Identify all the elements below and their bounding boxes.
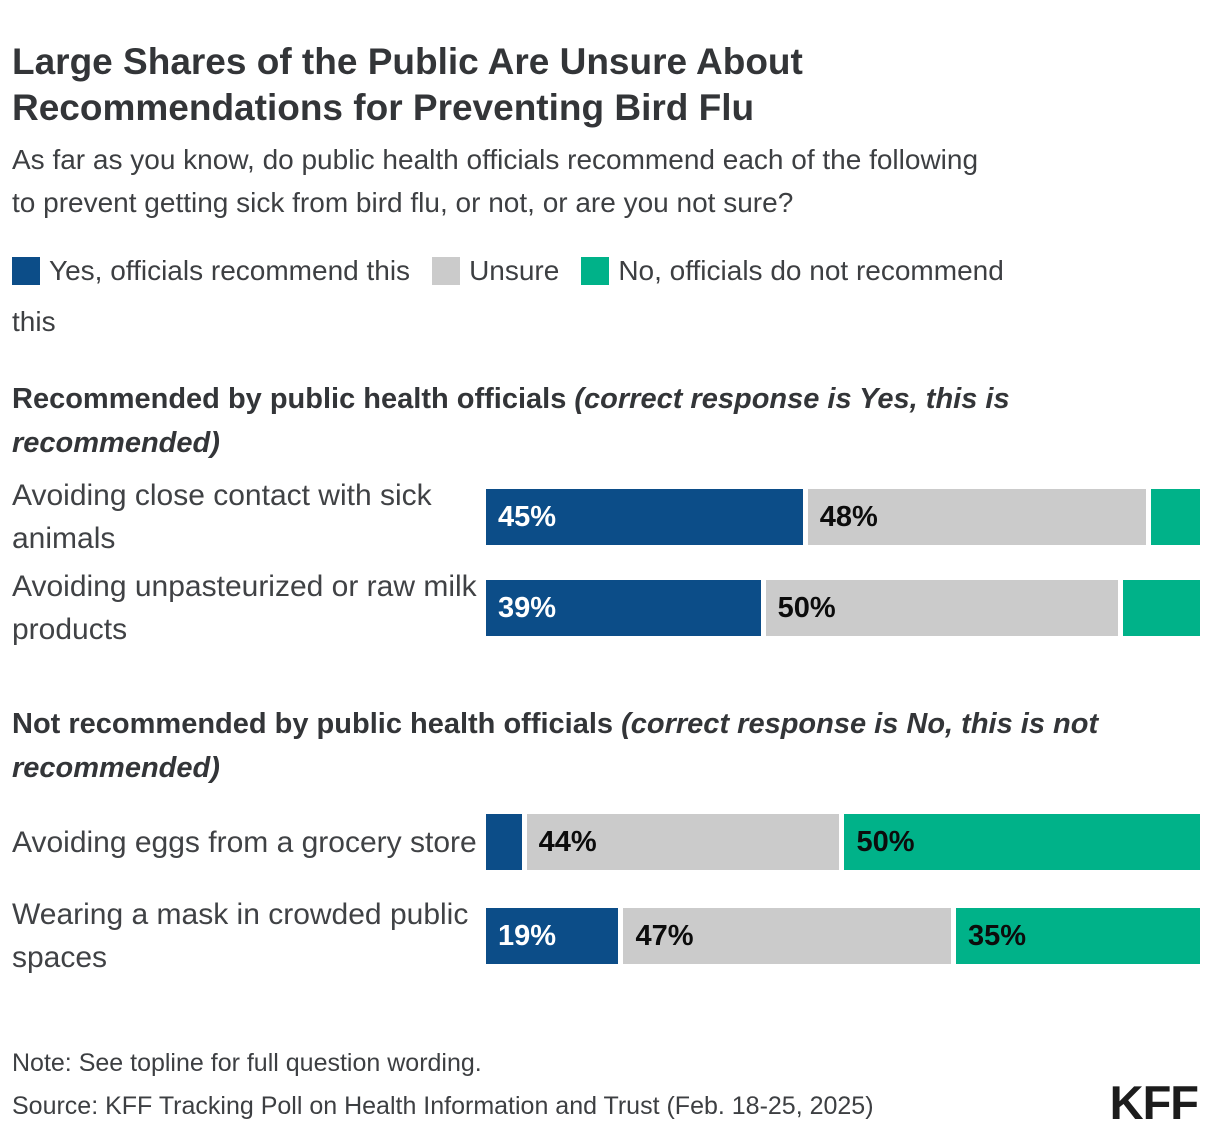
bar-row-raw-milk: Avoiding unpasteurized or raw milk produ… <box>12 564 1200 652</box>
kff-logo: KFF <box>1109 1076 1199 1129</box>
stacked-bar: 19% 47% 35% <box>486 908 1200 964</box>
stacked-bar: 44% 50% <box>486 814 1201 870</box>
chart-subtitle-line2: to prevent getting sick from bird flu, o… <box>12 187 794 218</box>
category-label: Avoiding close contact with sick animals <box>12 479 432 555</box>
section-header-not-recommended: Not recommended by public health officia… <box>12 702 1208 790</box>
bar-segment-yes <box>486 814 522 870</box>
source-line: Source: KFF Tracking Poll on Health Info… <box>12 1092 874 1120</box>
segment-value-label: 35% <box>968 919 1027 952</box>
stacked-bar: 45% 48% <box>486 489 1200 545</box>
footnote: Note: See topline for full question word… <box>12 1049 482 1077</box>
section-header-italic: (correct response is Yes, this is recomm… <box>12 383 1010 459</box>
section-header-italic: (correct response is No, this is not rec… <box>12 708 1099 784</box>
segment-value-label: 19% <box>498 919 557 952</box>
bar-segment-yes: 45% <box>486 489 803 545</box>
section-header-bold: Recommended by public health officials <box>12 383 567 415</box>
bar-segment-no <box>1150 489 1200 545</box>
segment-value-label: 50% <box>777 591 836 624</box>
legend-item-no: No, officials do not recommend <box>581 255 1004 287</box>
bar-segment-no: 35% <box>956 908 1200 964</box>
category-label: Avoiding unpasteurized or raw milk produ… <box>12 570 477 646</box>
section-header-bold: Not recommended by public health officia… <box>12 708 614 740</box>
legend-swatch-unsure-icon <box>432 257 461 285</box>
bar-segment-no: 50% <box>844 814 1201 870</box>
bar-row-mask: Wearing a mask in crowded public spaces … <box>12 892 1200 980</box>
segment-value-label: 45% <box>498 500 557 533</box>
bar-segment-no <box>1122 580 1200 636</box>
segment-value-label: 39% <box>498 591 557 624</box>
segment-value-label: 50% <box>856 825 915 858</box>
bar-segment-yes: 39% <box>486 580 761 636</box>
legend-label-no: No, officials do not recommend <box>618 255 1004 286</box>
chart-subtitle: As far as you know, do public health off… <box>12 138 1208 224</box>
legend-item-unsure: Unsure <box>432 255 559 287</box>
bar-segment-yes: 19% <box>486 908 619 964</box>
legend-label-no-wrapped-word: this <box>12 306 56 337</box>
legend-item-yes: Yes, officials recommend this <box>12 255 410 287</box>
category-label: Avoiding eggs from a grocery store <box>12 825 477 859</box>
chart-title: Large Shares of the Public Are Unsure Ab… <box>12 39 932 131</box>
stacked-bar: 39% 50% <box>486 580 1200 636</box>
bar-segment-unsure: 44% <box>526 814 840 870</box>
bar-segment-unsure: 48% <box>807 489 1146 545</box>
bar-segment-unsure: 47% <box>623 908 952 964</box>
legend-line: Yes, officials recommend this Unsure No,… <box>12 255 1208 287</box>
segment-value-label: 48% <box>819 500 878 533</box>
legend-swatch-no-icon <box>581 257 610 285</box>
chart-subtitle-line1: As far as you know, do public health off… <box>12 144 979 175</box>
legend: Yes, officials recommend this Unsure No,… <box>12 255 1208 338</box>
legend-label-yes: Yes, officials recommend this <box>49 255 411 286</box>
legend-swatch-yes-icon <box>12 257 40 285</box>
segment-value-label: 47% <box>635 919 694 952</box>
category-label: Wearing a mask in crowded public spaces <box>12 898 469 974</box>
bar-segment-unsure: 50% <box>765 580 1118 636</box>
bar-row-eggs: Avoiding eggs from a grocery store 44% 5… <box>12 798 1201 886</box>
legend-label-unsure: Unsure <box>469 255 560 286</box>
segment-value-label: 44% <box>538 825 597 858</box>
chart-title-line2: Recommendations for Preventing Bird Flu <box>12 86 755 128</box>
bar-row-close-contact: Avoiding close contact with sick animals… <box>12 473 1200 561</box>
chart-title-line1: Large Shares of the Public Are Unsure Ab… <box>12 40 803 82</box>
section-header-recommended: Recommended by public health officials (… <box>12 377 1208 465</box>
